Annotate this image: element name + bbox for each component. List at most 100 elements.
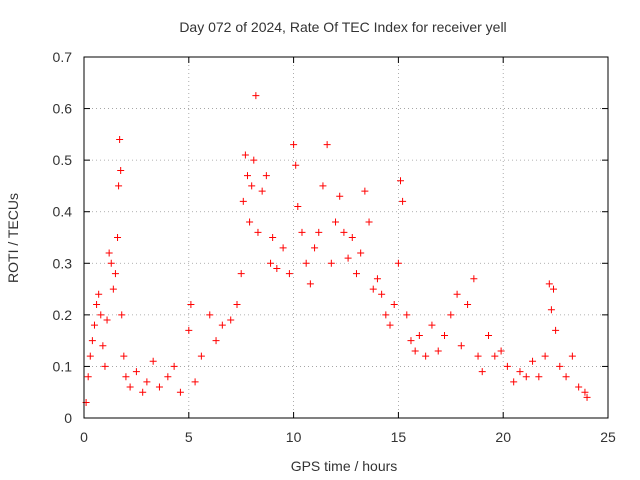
chart-title: Day 072 of 2024, Rate Of TEC Index for r… bbox=[179, 19, 506, 35]
y-tick-label: 0 bbox=[64, 410, 72, 426]
data-point-marker bbox=[336, 192, 344, 200]
data-point-marker bbox=[344, 254, 352, 262]
data-point-marker bbox=[90, 321, 98, 329]
data-point-marker bbox=[332, 218, 340, 226]
data-point-marker bbox=[155, 383, 163, 391]
data-point-marker bbox=[529, 357, 537, 365]
data-point-marker bbox=[120, 352, 128, 360]
data-point-marker bbox=[258, 187, 266, 195]
data-point-marker bbox=[252, 92, 260, 100]
data-point-marker bbox=[122, 373, 130, 381]
data-point-marker bbox=[535, 373, 543, 381]
data-point-marker bbox=[447, 311, 455, 319]
data-point-marker bbox=[243, 172, 251, 180]
data-point-marker bbox=[250, 156, 258, 164]
data-point-marker bbox=[294, 203, 302, 211]
data-point-marker bbox=[386, 321, 394, 329]
data-point-marker bbox=[191, 378, 199, 386]
data-point-marker bbox=[239, 197, 247, 205]
data-point-marker bbox=[399, 197, 407, 205]
x-tick-label: 20 bbox=[495, 429, 511, 445]
data-point-marker bbox=[109, 285, 117, 293]
x-axis-label: GPS time / hours bbox=[291, 458, 398, 474]
data-point-marker bbox=[327, 259, 335, 267]
x-tick-label: 10 bbox=[286, 429, 302, 445]
data-point-marker bbox=[562, 373, 570, 381]
data-point-marker bbox=[474, 352, 482, 360]
data-point-marker bbox=[115, 182, 123, 190]
data-point-marker bbox=[503, 362, 511, 370]
data-point-marker bbox=[269, 234, 277, 241]
data-point-marker bbox=[306, 280, 314, 288]
data-point-marker bbox=[315, 228, 323, 236]
x-tick-label: 25 bbox=[600, 429, 616, 445]
data-point-marker bbox=[311, 244, 319, 252]
data-point-marker bbox=[378, 290, 386, 298]
data-point-marker bbox=[575, 383, 583, 391]
axis-ticks: 0 0.1 0.2 0.3 0.4 0.5 0.6 0.7 0 5 10 15 20 25 bbox=[53, 49, 616, 445]
data-point-marker bbox=[118, 311, 126, 319]
data-point-marker bbox=[457, 342, 465, 350]
data-point-marker bbox=[197, 352, 205, 360]
data-point-marker bbox=[319, 182, 327, 190]
y-tick-label: 0.4 bbox=[53, 204, 73, 220]
data-point-marker bbox=[415, 331, 423, 339]
data-point-marker bbox=[126, 383, 134, 391]
data-point-marker bbox=[441, 331, 449, 339]
data-point-marker bbox=[99, 342, 107, 350]
data-point-marker bbox=[340, 228, 348, 236]
data-point-marker bbox=[187, 301, 195, 309]
data-point-marker bbox=[246, 218, 254, 226]
data-point-marker bbox=[139, 388, 147, 396]
data-point-marker bbox=[302, 259, 310, 267]
y-axis-label: ROTI / TECUs bbox=[5, 193, 21, 283]
data-point-marker bbox=[170, 362, 178, 370]
data-point-marker bbox=[116, 136, 124, 144]
data-point-marker bbox=[107, 259, 115, 267]
y-tick-label: 0.2 bbox=[53, 307, 73, 323]
grid-lines bbox=[84, 57, 608, 418]
data-point-marker bbox=[164, 373, 172, 381]
data-point-marker bbox=[273, 264, 281, 272]
data-point-marker bbox=[101, 362, 109, 370]
data-point-marker bbox=[206, 311, 214, 319]
data-point-marker bbox=[149, 357, 157, 365]
data-point-marker bbox=[365, 218, 373, 226]
data-point-marker bbox=[552, 326, 560, 334]
y-tick-label: 0.7 bbox=[53, 49, 73, 65]
data-point-marker bbox=[396, 177, 404, 185]
data-point-marker bbox=[88, 337, 96, 345]
data-point-marker bbox=[212, 337, 220, 345]
data-point-marker bbox=[541, 352, 549, 360]
data-point-marker bbox=[241, 151, 249, 159]
data-point-marker bbox=[485, 331, 493, 339]
data-point-marker bbox=[547, 306, 555, 314]
plot-frame bbox=[83, 56, 609, 419]
data-point-marker bbox=[497, 347, 505, 355]
data-point-marker bbox=[382, 311, 390, 319]
data-point-marker bbox=[491, 352, 499, 360]
data-point-marker bbox=[279, 244, 287, 252]
data-point-marker bbox=[550, 285, 558, 293]
data-point-marker bbox=[434, 347, 442, 355]
data-point-marker bbox=[237, 270, 245, 278]
data-point-marker bbox=[357, 249, 365, 257]
x-tick-label: 0 bbox=[80, 429, 88, 445]
data-point-marker bbox=[233, 301, 241, 309]
data-point-marker bbox=[348, 234, 356, 241]
y-tick-label: 0.6 bbox=[53, 101, 73, 117]
y-tick-label: 0.3 bbox=[53, 255, 73, 271]
data-point-marker bbox=[105, 249, 113, 257]
data-point-marker bbox=[176, 388, 184, 396]
data-point-marker bbox=[361, 187, 369, 195]
data-point-marker bbox=[132, 368, 140, 376]
data-point-marker bbox=[248, 182, 256, 190]
y-tick-label: 0.5 bbox=[53, 152, 73, 168]
x-tick-label: 15 bbox=[391, 429, 407, 445]
data-point-marker bbox=[290, 141, 298, 149]
data-point-marker bbox=[103, 316, 111, 324]
data-point-marker bbox=[422, 352, 430, 360]
data-point-marker bbox=[323, 141, 331, 149]
data-point-marker bbox=[352, 270, 360, 278]
